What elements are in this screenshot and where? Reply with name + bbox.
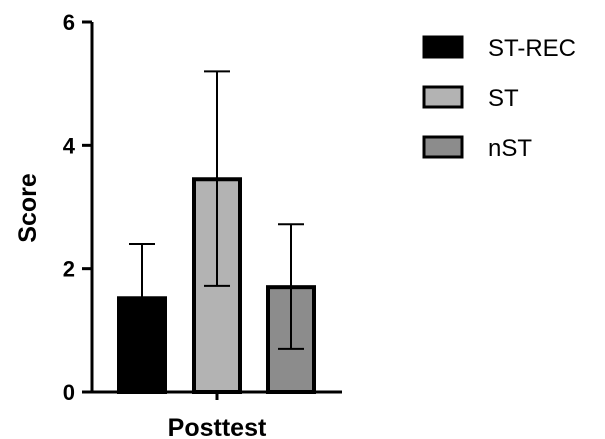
y-tick-label: 2 [63, 257, 75, 282]
y-tick-label: 6 [63, 10, 75, 35]
legend-swatch-nst [422, 135, 464, 159]
legend-swatch-st [422, 85, 464, 109]
y-axis-title: Score [14, 173, 42, 243]
bar-st-rec [117, 296, 167, 394]
legend-swatch-st-rec [422, 35, 464, 59]
y-tick-label: 0 [63, 380, 75, 405]
legend-label-st: ST [488, 85, 519, 112]
error-bars [129, 70, 304, 350]
legend: ST-REC ST nST [422, 35, 576, 162]
x-axis-title: Posttest [168, 414, 267, 439]
legend-label-st-rec: ST-REC [488, 35, 576, 62]
y-tick-label: 4 [63, 133, 76, 158]
legend-label-nst: nST [488, 135, 532, 162]
